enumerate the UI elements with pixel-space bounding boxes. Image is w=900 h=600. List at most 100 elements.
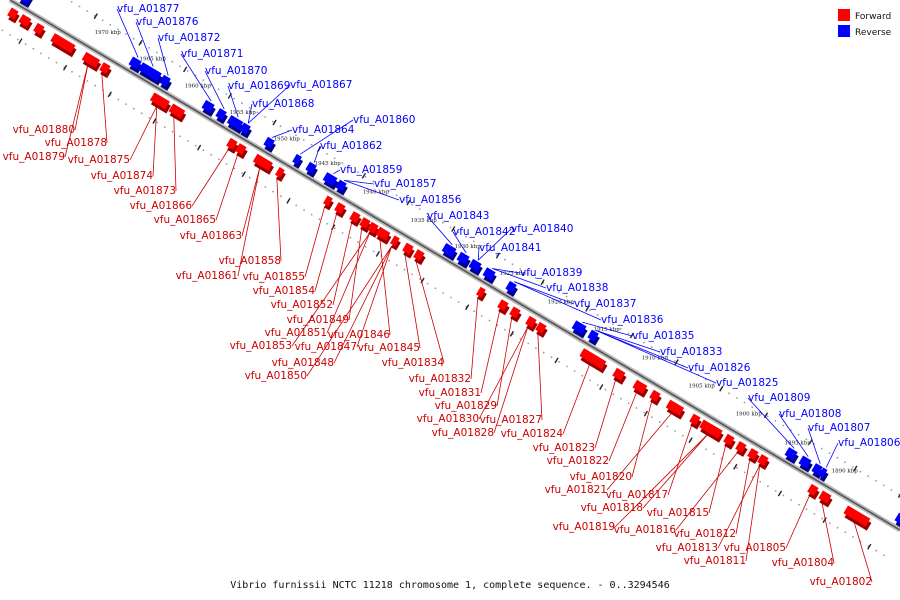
rail-dot xyxy=(511,263,514,266)
rail-dot xyxy=(743,471,746,474)
rail-dot xyxy=(426,282,429,285)
rail-tick xyxy=(138,39,143,46)
rail-dot xyxy=(836,456,839,459)
reverse-label: vfu_A01843 xyxy=(427,210,489,222)
rail-dot xyxy=(759,480,762,483)
tick-label: 1930 kbp xyxy=(455,244,482,250)
rail-dot xyxy=(117,28,119,31)
rail-dot xyxy=(457,301,460,303)
rail-dot xyxy=(202,149,205,152)
rail-dot xyxy=(241,172,244,175)
rail-dot xyxy=(442,292,444,294)
rail-dot xyxy=(334,227,336,230)
rail-dot xyxy=(32,47,35,50)
rail-dot xyxy=(588,309,591,312)
forward-label-leader xyxy=(404,253,421,349)
tick-label: 1900 kbp xyxy=(736,412,763,418)
rail-dot xyxy=(357,171,359,174)
rail-dot xyxy=(558,291,560,293)
rail-dot xyxy=(163,56,166,58)
forward-label-leader xyxy=(191,148,230,207)
rail-dot xyxy=(434,217,437,220)
forward-gene xyxy=(509,306,522,323)
reverse-label: vfu_A01857 xyxy=(374,178,436,190)
forward-gene xyxy=(99,62,112,79)
rail-dot xyxy=(372,250,375,253)
rail-dot xyxy=(844,531,847,534)
forward-label-leader xyxy=(379,238,391,336)
reverse-label-leader xyxy=(582,321,633,337)
tick-label: 1955 kbp xyxy=(230,110,257,116)
forward-gene xyxy=(359,217,372,234)
rail-dot xyxy=(503,258,506,261)
rail-dot xyxy=(132,37,135,40)
rail-dot xyxy=(125,103,127,105)
forward-label: vfu_A01832 xyxy=(409,373,471,385)
rail-dot xyxy=(542,351,545,354)
rail-dot xyxy=(573,300,576,303)
rail-dot xyxy=(302,139,305,141)
forward-label-leader xyxy=(332,222,353,306)
tick-label: 1935 kbp xyxy=(411,218,438,224)
tick-label: 1905 kbp xyxy=(689,384,716,390)
rail-dot xyxy=(767,485,769,488)
rail-tick xyxy=(241,171,246,178)
reverse-label: vfu_A01806 xyxy=(838,437,900,449)
tick-label: 1960 kbp xyxy=(185,83,212,89)
rail-tick xyxy=(62,64,68,71)
reverse-gene xyxy=(505,280,518,297)
rail-dot xyxy=(627,402,630,405)
rail-tick xyxy=(674,359,679,365)
rail-dot xyxy=(364,175,367,178)
forward-label: vfu_A01855 xyxy=(243,271,305,283)
forward-gene xyxy=(843,505,872,531)
rail-tick xyxy=(629,332,635,339)
rail-dot xyxy=(449,226,452,229)
rail-dot xyxy=(674,430,676,432)
rail-tick xyxy=(272,119,277,126)
rail-dot xyxy=(16,38,19,41)
forward-label: vfu_A01858 xyxy=(219,255,281,267)
forward-gene xyxy=(375,226,392,245)
reverse-gene xyxy=(587,329,600,346)
rail-dot xyxy=(225,93,228,95)
rail-dot xyxy=(867,475,870,478)
forward-label-leader xyxy=(745,465,761,562)
rail-tick xyxy=(509,330,515,337)
forward-label: vfu_A01830 xyxy=(417,413,479,425)
forward-gene xyxy=(632,379,649,398)
rail-dot xyxy=(171,60,174,63)
forward-label-leader xyxy=(717,464,761,549)
reverse-label-leader xyxy=(778,413,809,457)
forward-label-leader xyxy=(101,73,108,144)
reverse-gene xyxy=(239,122,252,139)
rail-dot xyxy=(295,204,298,207)
rail-dot xyxy=(310,143,313,146)
rail-dot xyxy=(171,130,174,133)
rail-tick xyxy=(361,172,367,179)
rail-dot xyxy=(774,420,777,422)
reverse-label: vfu_A01868 xyxy=(252,98,314,110)
rail-dot xyxy=(581,374,584,377)
reverse-label-leader xyxy=(204,70,225,110)
rail-dot xyxy=(473,310,475,313)
forward-label-leader xyxy=(735,459,751,535)
rail-dot xyxy=(326,152,328,155)
rail-dot xyxy=(457,231,460,234)
rail-dot xyxy=(480,245,483,247)
reverse-label-leader xyxy=(333,169,341,175)
forward-label: vfu_A01812 xyxy=(674,528,736,540)
forward-gene xyxy=(334,202,347,219)
rail-dot xyxy=(558,361,560,363)
forward-label: vfu_A01863 xyxy=(180,230,242,242)
forward-label: vfu_A01849 xyxy=(287,314,349,326)
rail-dot xyxy=(403,268,406,271)
forward-label: vfu_A01827 xyxy=(480,414,542,426)
rail-tick xyxy=(183,66,188,73)
forward-gene xyxy=(235,143,248,160)
reverse-label: vfu_A01877 xyxy=(117,3,179,15)
forward-gene xyxy=(665,399,686,420)
rail-dot xyxy=(735,397,738,399)
tick-label: 1895 kbp xyxy=(785,441,812,447)
forward-label-leader xyxy=(608,391,638,462)
